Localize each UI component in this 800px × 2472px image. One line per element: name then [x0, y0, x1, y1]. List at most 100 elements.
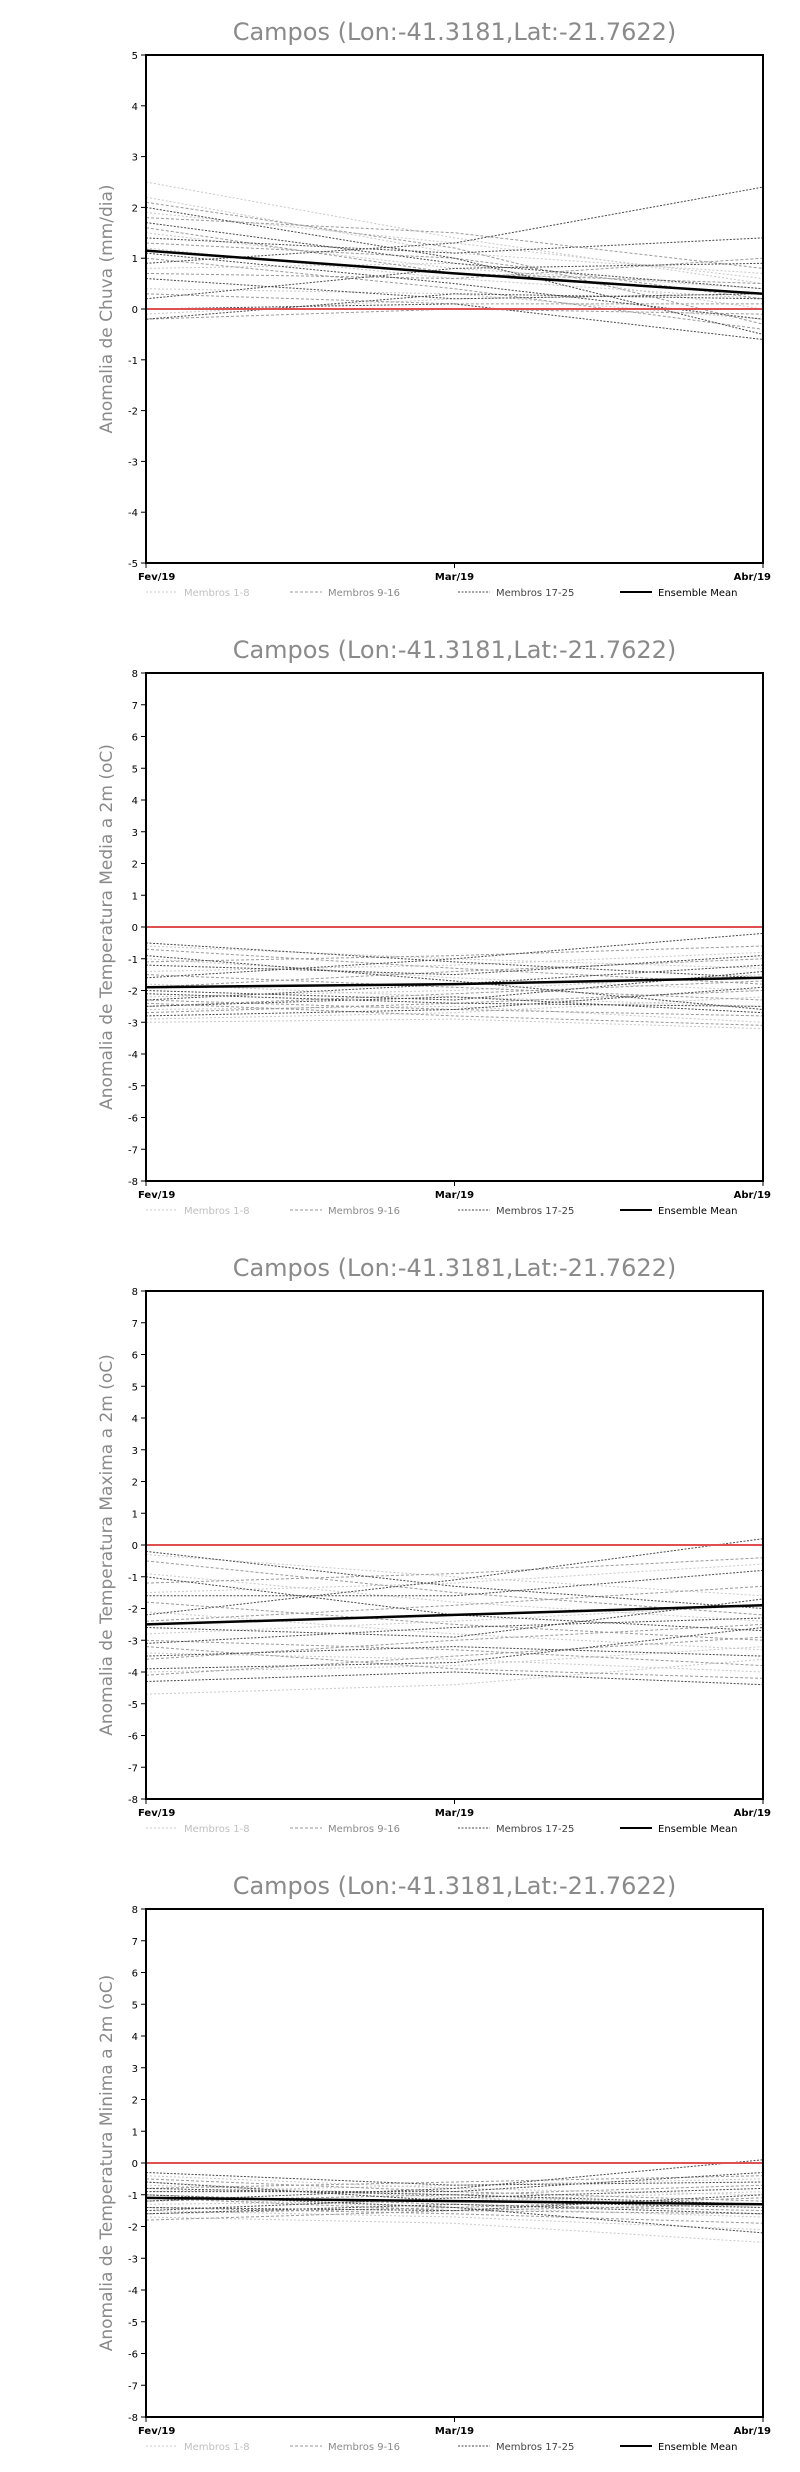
x-tick-label: Fev/19 [138, 1190, 175, 1201]
member-line-22 [145, 2203, 764, 2215]
member-line-13 [145, 1639, 764, 1667]
y-tick-label: 0 [132, 923, 138, 934]
member-line-20 [145, 2159, 764, 2202]
x-tick-label: Abr/19 [734, 2426, 771, 2437]
y-tick-label: -1 [128, 955, 138, 966]
y-tick-label: -5 [128, 559, 138, 570]
legend-label-2: Membros 9-16 [328, 1824, 400, 1835]
member-line-17 [145, 1550, 764, 1609]
y-tick-label: -5 [128, 1700, 138, 1711]
ensemble-mean-line [145, 1604, 764, 1626]
chart-title: Campos (Lon:-41.3181,Lat:-21.7622) [233, 636, 677, 664]
y-tick-label: 8 [132, 669, 138, 680]
y-tick-label: 5 [132, 1382, 138, 1393]
y-tick-label: -4 [128, 1050, 138, 1061]
y-tick-label: 1 [132, 1509, 138, 1520]
y-tick-label: -1 [128, 1573, 138, 1584]
member-line-25 [145, 2187, 764, 2205]
member-line-14 [145, 980, 764, 1007]
member-line-2 [145, 1573, 764, 1622]
member-line-3 [145, 951, 764, 972]
member-line-3 [145, 212, 764, 279]
y-tick-label: 3 [132, 2064, 138, 2075]
member-line-19 [145, 237, 764, 254]
member-line-12 [145, 1585, 764, 1622]
x-tick-label: Abr/19 [734, 1808, 771, 1819]
y-tick-label: -8 [128, 2413, 138, 2424]
y-tick-label: 5 [132, 2000, 138, 2011]
member-line-10 [145, 217, 764, 269]
x-tick-label: Mar/19 [435, 2426, 474, 2437]
member-line-14 [145, 1623, 764, 1660]
y-axis-label: Anomalia de Chuva (mm/dia) [97, 184, 117, 433]
y-tick-label: -8 [128, 1795, 138, 1806]
member-line-6 [145, 1652, 764, 1673]
member-line-14 [145, 2197, 764, 2215]
member-line-16 [145, 1646, 764, 1679]
y-tick-label: -6 [128, 2350, 138, 2361]
chart-svg-chuva: Campos (Lon:-41.3181,Lat:-21.7622) Anomal… [97, 18, 771, 599]
y-tick-label: -7 [128, 1145, 138, 1156]
member-line-17 [145, 2172, 764, 2186]
y-tick-label: -2 [128, 987, 138, 998]
y-tick-label: -3 [128, 2254, 138, 2265]
chart-svg-temperatura-maxima: Campos (Lon:-41.3181,Lat:-21.7622) Anomal… [97, 1254, 771, 1835]
y-tick-label: 1 [132, 891, 138, 902]
member-line-16 [145, 2197, 764, 2215]
member-line-18 [145, 955, 764, 1010]
y-tick-label: 4 [132, 1414, 138, 1425]
y-tick-label: 6 [132, 733, 138, 744]
chart-panel-temperatura-maxima: Campos (Lon:-41.3181,Lat:-21.7622) Anomal… [0, 1236, 800, 1854]
ensemble-mean-line [145, 249, 764, 296]
member-line-21 [145, 2194, 764, 2212]
legend-label-4: Ensemble Mean [658, 588, 737, 599]
member-line-13 [145, 2207, 764, 2224]
y-tick-label: 2 [132, 203, 138, 214]
y-tick-label: -5 [128, 1082, 138, 1093]
y-tick-label: -4 [128, 508, 138, 519]
chart-svg-temperatura-media: Campos (Lon:-41.3181,Lat:-21.7622) Anomal… [97, 636, 771, 1217]
y-tick-label: 7 [132, 1937, 138, 1948]
member-line-19 [145, 955, 764, 976]
member-line-15 [145, 293, 763, 305]
x-tick-label: Fev/19 [138, 1808, 175, 1819]
member-line-12 [145, 242, 764, 300]
y-tick-label: 2 [132, 860, 138, 871]
member-line-20 [145, 932, 764, 979]
member-line-17 [145, 942, 764, 979]
y-tick-label: 2 [132, 1478, 138, 1489]
member-line-25 [145, 293, 764, 320]
chart-panel-chuva: Campos (Lon:-41.3181,Lat:-21.7622) Anomal… [0, 0, 800, 618]
member-line-6 [145, 262, 764, 310]
member-line-9 [145, 2178, 764, 2202]
y-tick-label: -3 [128, 457, 138, 468]
y-tick-label: 4 [132, 102, 138, 113]
y-tick-label: -8 [128, 1177, 138, 1188]
legend-label-3: Membros 17-25 [496, 1206, 574, 1217]
legend-label-3: Membros 17-25 [496, 2442, 574, 2453]
chart-title: Campos (Lon:-41.3181,Lat:-21.7622) [233, 1254, 677, 1282]
member-line-21 [145, 186, 764, 264]
y-tick-label: -4 [128, 1668, 138, 1679]
y-tick-label: -3 [128, 1636, 138, 1647]
member-line-24 [145, 303, 764, 340]
member-line-16 [145, 308, 764, 320]
member-line-24 [145, 2187, 764, 2212]
chart-title: Campos (Lon:-41.3181,Lat:-21.7622) [233, 18, 677, 46]
member-line-3 [145, 1563, 764, 1594]
member-line-21 [145, 1598, 764, 1638]
member-line-6 [145, 2210, 764, 2231]
y-tick-label: 1 [132, 2127, 138, 2138]
member-line-12 [145, 958, 764, 988]
x-tick-label: Abr/19 [734, 1190, 771, 1201]
member-line-5 [145, 974, 764, 998]
member-line-25 [145, 1671, 764, 1686]
member-line-20 [145, 252, 764, 320]
ensemble-mean-line [145, 976, 764, 989]
plot-frame [145, 54, 764, 564]
member-line-20 [145, 1538, 764, 1616]
member-line-11 [145, 1601, 764, 1641]
member-line-23 [145, 262, 764, 300]
member-line-11 [145, 974, 764, 1001]
y-tick-label: 0 [132, 2159, 138, 2170]
